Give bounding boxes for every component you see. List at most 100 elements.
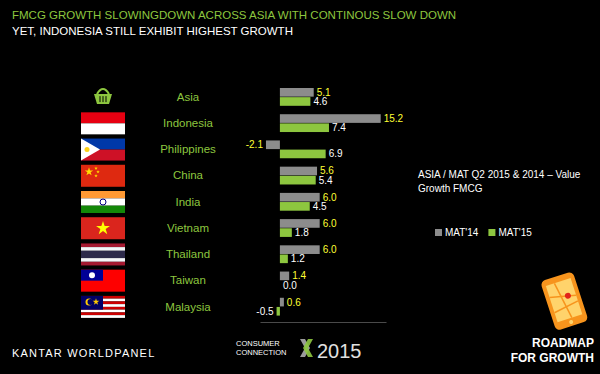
bar: [280, 298, 284, 307]
phone-button: [569, 320, 574, 325]
flag-part: [81, 251, 125, 258]
flags: [81, 89, 125, 318]
flag-part: [81, 247, 125, 251]
y-axis: Asia Indonesia Philippines China India Vietna…: [160, 91, 216, 313]
bar: [280, 88, 314, 97]
flag-part: [81, 310, 125, 313]
flag-part: [81, 198, 125, 205]
flag-wheel: [100, 199, 106, 205]
legend-label: MAT'15: [498, 227, 532, 238]
flag-part: [81, 217, 125, 239]
data-label: 15.2: [384, 113, 404, 124]
bars: [266, 88, 381, 316]
phone-body: [540, 271, 588, 331]
flag-sun: [89, 272, 95, 278]
bar: [280, 123, 329, 132]
flag: [81, 296, 125, 318]
bar: [280, 150, 326, 159]
legend-title: ASIA / MAT Q2 2015 & 2014 – ValueGrowth …: [418, 169, 581, 194]
y-tick: China: [173, 169, 204, 181]
y-tick-label: Malaysia: [165, 301, 211, 313]
data-label: -2.1: [246, 139, 264, 150]
y-tick-label: Indonesia: [163, 117, 213, 129]
bar: [280, 97, 311, 106]
chart-svg: FMCG GROWTH SLOWINGDOWN ACROSS ASIA WITH…: [0, 0, 600, 374]
series-labels: 5.115.2-2.15.66.06.06.01.40.6: [246, 87, 404, 308]
chart-title: FMCG GROWTH SLOWINGDOWN ACROSS ASIA WITH…: [12, 9, 456, 21]
chart-subtitle: YET, INDONESIA STILL EXHIBIT HIGHEST GRO…: [12, 25, 293, 37]
brand: KANTAR WORLDPANEL: [12, 347, 155, 359]
flag: [81, 243, 125, 265]
legend: MAT'14MAT'15: [435, 227, 532, 238]
tagline: FOR GROWTH: [511, 351, 594, 365]
flag-star: [93, 298, 100, 304]
x-axis: [261, 322, 387, 323]
legend-item: MAT'15: [488, 227, 532, 238]
flag-star: [94, 174, 98, 177]
event-x-logo: [300, 339, 313, 357]
y-tick-label: Philippines: [160, 143, 216, 155]
x-axis-line: [261, 322, 387, 323]
bar: [279, 281, 280, 290]
flag-part: [81, 191, 125, 198]
flag: [81, 139, 125, 161]
flag-part: [81, 123, 125, 134]
data-label: 1.8: [295, 227, 309, 238]
flag-part: [81, 312, 125, 315]
y-tick: Asia: [177, 91, 200, 103]
legend-swatch: [435, 229, 442, 236]
flag-part: [81, 139, 100, 161]
y-tick: Philippines: [160, 143, 216, 155]
phone-pin: [564, 292, 572, 300]
flag-star: [85, 167, 93, 175]
flag-crescent: [86, 298, 93, 305]
background: [0, 0, 600, 374]
flag-part: [81, 206, 125, 213]
data-label: 0.0: [283, 280, 297, 291]
bar: [266, 140, 280, 149]
y-tick: Thailand: [166, 248, 210, 260]
flag-part: [81, 112, 125, 123]
event-line: CONNECTION: [236, 348, 286, 357]
bar: [280, 114, 381, 123]
flag: [94, 89, 112, 104]
flag-part: [81, 165, 125, 187]
x-logo-part: [303, 339, 313, 357]
y-tick-label: India: [176, 196, 202, 208]
tagline: ROADMAP: [532, 336, 594, 350]
flag: [81, 270, 125, 292]
basket-slat: [106, 96, 107, 102]
legend-swatch: [488, 229, 495, 236]
basket-icon: [94, 94, 112, 104]
y-tick: India: [176, 196, 202, 208]
flag: [81, 165, 125, 187]
flag-star: [94, 166, 98, 169]
y-tick: Vietnam: [167, 222, 209, 234]
event-line: CONSUMER: [236, 339, 280, 348]
series-bars: [277, 97, 329, 315]
flag-star: [96, 170, 100, 173]
bar: [277, 307, 280, 316]
flag-part: [81, 296, 103, 310]
basket-handle: [97, 89, 109, 94]
data-label: 7.4: [332, 122, 346, 133]
y-tick-label: Taiwan: [170, 274, 206, 286]
phone-map-road: [553, 301, 579, 313]
flag: [81, 112, 125, 134]
basket-slat: [103, 96, 104, 102]
y-tick-label: Thailand: [166, 248, 210, 260]
flag-part: [81, 270, 103, 281]
event-year: 2015: [317, 340, 362, 362]
flag-part: [81, 258, 125, 262]
bar: [280, 254, 288, 263]
data-label: 4.5: [313, 201, 327, 212]
series-bars: [266, 88, 381, 306]
bar: [280, 228, 292, 237]
chart-container: FMCG GROWTH SLOWINGDOWN ACROSS ASIA WITH…: [0, 0, 600, 374]
data-label: 0.6: [287, 297, 301, 308]
bar: [280, 167, 317, 176]
flag-part: [81, 262, 125, 266]
data-label: 5.4: [319, 175, 333, 186]
phone-screen: [546, 278, 582, 322]
y-tick: Indonesia: [163, 117, 213, 129]
